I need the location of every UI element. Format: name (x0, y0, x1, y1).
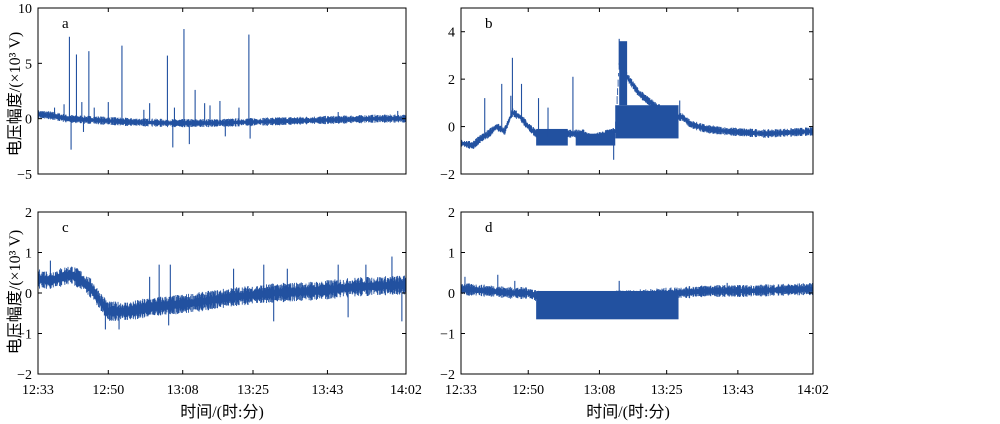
xtick-label-d-0: 12:33 (445, 383, 477, 398)
ytick-label-c-1: −1 (17, 328, 32, 343)
xtick-label-c-5: 14:02 (390, 383, 422, 398)
ytick-label-c-2: 0 (25, 287, 32, 302)
panel-c: −2 −1 0 1 2 12:33 12:50 13:08 13:25 13:43 14:02 c (17, 206, 422, 398)
xtick-label-c-3: 13:25 (237, 383, 269, 398)
ytick-label-b-3: 4 (448, 26, 455, 41)
ytick-label-b-2: 2 (448, 73, 455, 88)
dense-band-b-1 (575, 133, 616, 146)
ytick-label-d-4: 2 (448, 206, 455, 221)
dense-band-b-0 (536, 128, 568, 146)
dense-band-b-3 (619, 41, 628, 106)
panel-a: −5 0 5 10 a (17, 2, 407, 183)
xtick-label-c-0: 12:33 (22, 383, 54, 398)
ylabel-bottom: 电压幅度/(×10³ V) (6, 230, 24, 354)
xtick-label-c-2: 13:08 (167, 383, 199, 398)
xtick-label-c-1: 12:50 (92, 383, 124, 398)
panel-label-a: a (62, 16, 69, 32)
xlabel-right: 时间/(时:分) (586, 403, 670, 421)
panel-label-d: d (485, 220, 493, 236)
panel-label-c: c (62, 220, 69, 236)
ytick-label-c-3: 1 (25, 247, 32, 262)
ytick-label-d-0: −2 (440, 368, 455, 383)
xtick-label-d-2: 13:08 (583, 383, 615, 398)
panel-label-b: b (485, 16, 493, 32)
xlabel-left: 时间/(时:分) (180, 403, 264, 421)
panel-d: −2 −1 0 1 2 12:33 12:50 13:08 13:25 13:43 14:02 d (440, 206, 829, 398)
panel-b: −2 0 2 4 b (440, 7, 814, 183)
axes-frame-b (460, 7, 814, 175)
plot-area-b (461, 38, 813, 160)
dense-band-b-2 (615, 105, 679, 139)
axes-frame-a (37, 7, 407, 175)
ytick-label-c-0: −2 (17, 368, 32, 383)
xtick-label-d-5: 14:02 (797, 383, 829, 398)
ytick-label-a-0: −5 (17, 168, 32, 183)
plot-area-a (38, 29, 406, 150)
xtick-label-d-4: 13:43 (722, 383, 754, 398)
ytick-label-d-1: −1 (440, 328, 455, 343)
ytick-label-b-1: 0 (448, 121, 455, 136)
ytick-label-d-3: 1 (448, 247, 455, 262)
xtick-label-d-3: 13:25 (651, 383, 683, 398)
xtick-label-d-1: 12:50 (512, 383, 544, 398)
series-trace-c (38, 266, 406, 321)
ytick-label-a-2: 5 (25, 57, 32, 72)
ytick-label-c-4: 2 (25, 206, 32, 221)
dense-band-d-0 (536, 290, 679, 320)
ylabel-top: 电压幅度/(×10³ V) (6, 32, 24, 156)
ytick-label-a-3: 10 (18, 2, 32, 17)
ytick-label-a-1: 0 (25, 113, 32, 128)
plot-area-c (38, 256, 406, 330)
plot-area-d (461, 274, 813, 320)
ytick-label-d-2: 0 (448, 287, 455, 302)
xtick-label-c-4: 13:43 (311, 383, 343, 398)
series-trace-a (38, 110, 406, 128)
ytick-label-b-0: −2 (440, 168, 455, 183)
